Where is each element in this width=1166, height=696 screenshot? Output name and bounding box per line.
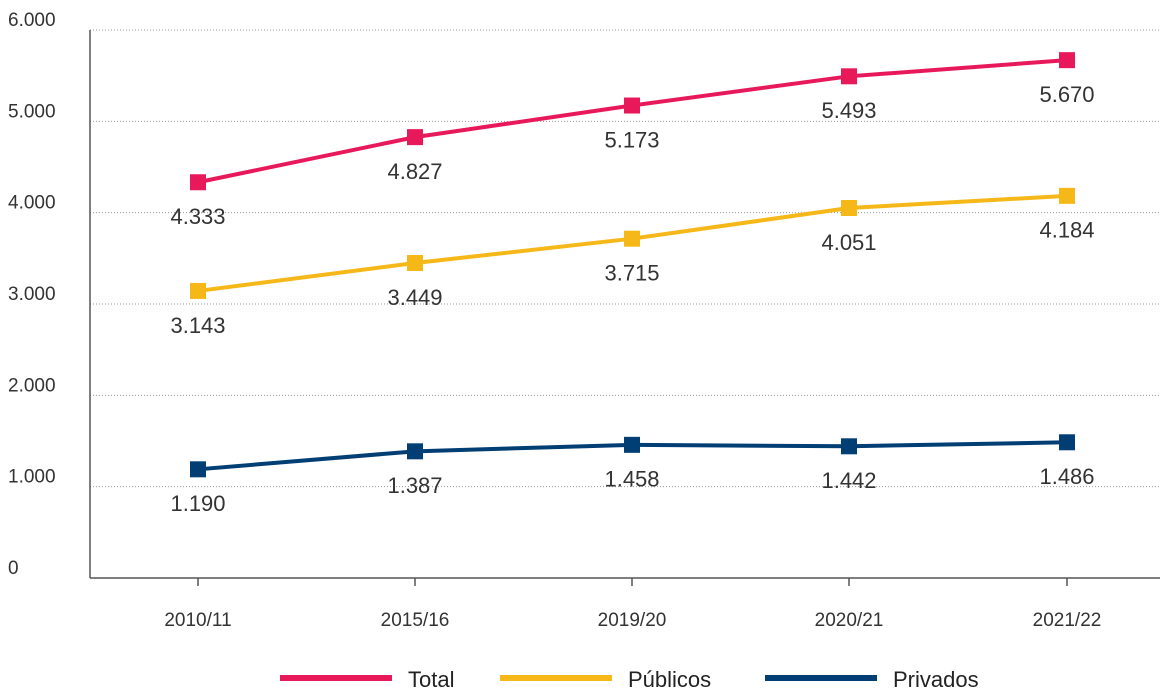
y-tick-label: 3.000 [8,284,56,305]
y-tick-label: 1.000 [8,467,56,488]
point-marker [407,254,423,271]
value-label: 4.333 [170,204,225,229]
point-marker [624,230,640,247]
value-label: 4.051 [821,230,876,255]
point-marker [190,282,206,299]
point-marker [841,68,857,85]
legend-label: Privados [893,667,979,692]
point-marker [841,438,857,455]
y-tick-label: 4.000 [8,193,56,214]
x-tick-label: 2010/11 [164,610,231,631]
point-marker [841,200,857,217]
point-marker [1059,52,1075,69]
point-marker [624,436,640,453]
value-label: 5.173 [604,127,659,152]
point-marker [190,461,206,478]
point-marker [407,443,423,460]
legend-label: Total [408,667,454,692]
value-label: 4.184 [1039,218,1094,243]
value-label: 1.458 [604,467,659,492]
y-tick-label: 6.000 [8,10,56,31]
value-label: 5.670 [1039,82,1094,107]
point-marker [407,129,423,146]
y-tick-label: 5.000 [8,101,56,122]
value-label: 1.442 [821,468,876,493]
value-label: 1.486 [1039,464,1094,489]
point-marker [1059,434,1075,451]
point-marker [190,174,206,191]
y-tick-label: 0 [8,558,19,579]
value-label: 4.827 [387,159,442,184]
x-tick-label: 2015/16 [381,610,450,631]
legend-label: Públicos [628,667,711,692]
x-tick-label: 2021/22 [1033,610,1102,631]
value-label: 1.387 [387,473,442,498]
value-label: 3.449 [387,285,442,310]
x-tick-label: 2020/21 [815,610,884,631]
value-label: 3.143 [170,313,225,338]
value-label: 5.493 [821,98,876,123]
point-marker [1059,187,1075,204]
y-tick-label: 2.000 [8,375,56,396]
value-label: 3.715 [604,261,659,286]
x-tick-label: 2019/20 [598,610,667,631]
value-label: 1.190 [170,491,225,516]
point-marker [624,97,640,114]
